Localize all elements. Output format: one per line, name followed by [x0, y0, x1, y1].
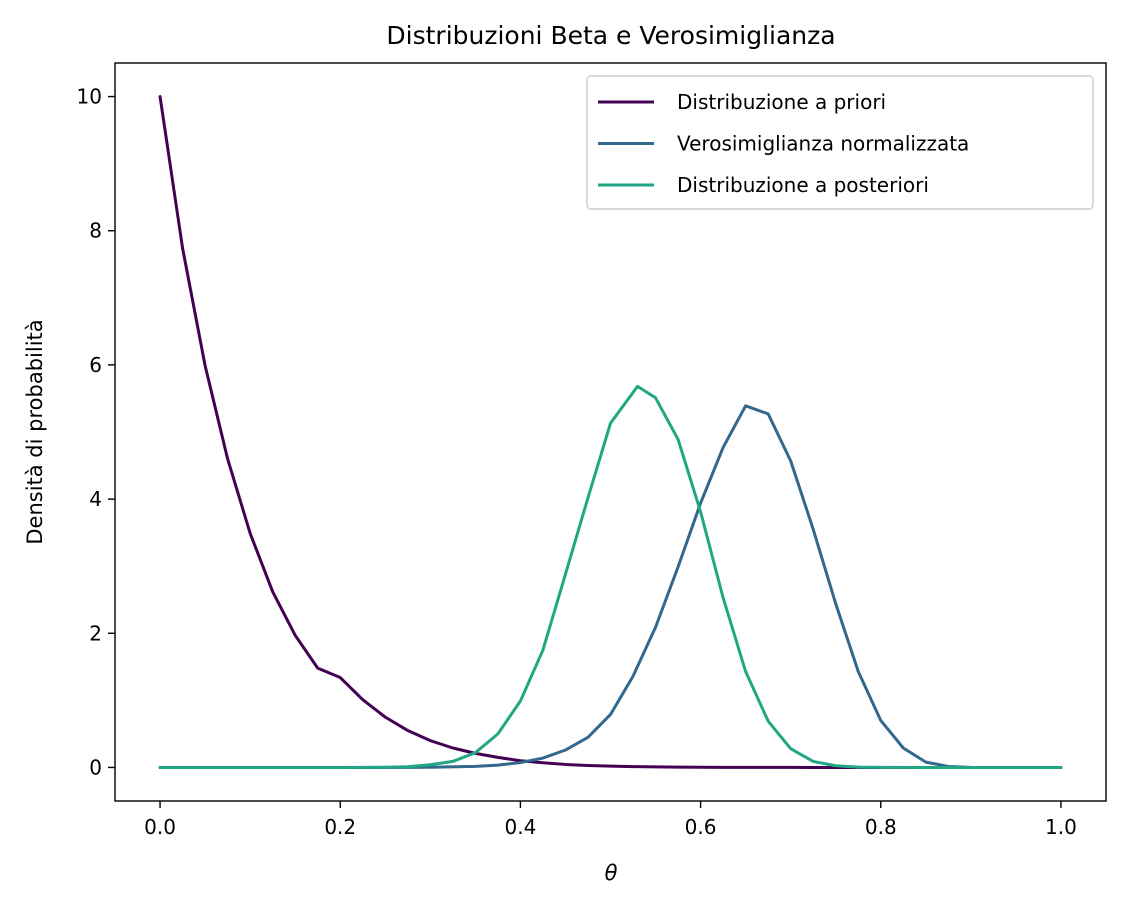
legend: Distribuzione a priori Verosimiglianza no… [586, 75, 1094, 210]
y-tick-label: 6 [89, 353, 102, 377]
legend-label-3: Distribuzione a posteriori [677, 173, 929, 197]
x-tick-label: 0.0 [144, 815, 176, 839]
x-axis-label: θ [605, 861, 618, 885]
chart-title: Distribuzioni Beta e Verosimiglianza [386, 21, 835, 50]
legend-label-2: Verosimiglianza normalizzata [677, 132, 969, 156]
y-axis: 0 2 4 6 8 10 [77, 85, 115, 779]
legend-box [586, 75, 1094, 210]
x-tick-label: 0.8 [865, 815, 897, 839]
plot-area [158, 95, 1063, 769]
x-tick-label: 0.2 [324, 815, 356, 839]
plot-frame [114, 62, 1107, 802]
y-tick-label: 0 [89, 755, 102, 779]
y-tick-label: 10 [77, 85, 102, 109]
y-tick-label: 4 [89, 487, 102, 511]
series-line-3 [158, 384, 1063, 769]
legend-label-1: Distribuzione a priori [677, 90, 886, 114]
x-tick-label: 0.4 [505, 815, 537, 839]
y-tick-label: 8 [89, 219, 102, 243]
x-axis: 0.0 0.2 0.4 0.6 0.8 1.0 [144, 801, 1077, 839]
x-tick-label: 0.6 [685, 815, 717, 839]
series-line-2 [158, 404, 1063, 769]
x-tick-label: 1.0 [1045, 815, 1077, 839]
y-tick-label: 2 [89, 621, 102, 645]
y-axis-label: Densità di probabilità [23, 319, 47, 544]
